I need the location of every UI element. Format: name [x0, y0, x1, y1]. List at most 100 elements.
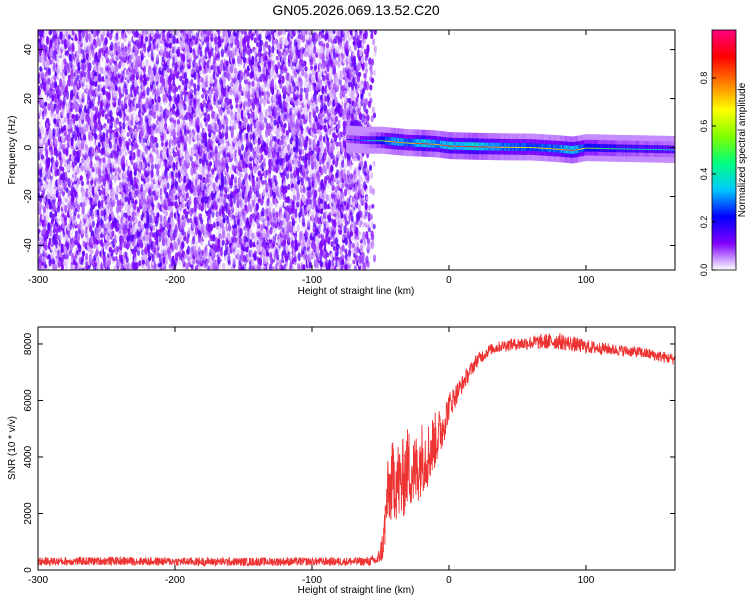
spectrogram-cell: [222, 262, 226, 270]
spectrogram-cell: [95, 244, 99, 250]
spectrogram-cell: [185, 192, 190, 199]
spectrogram-cell: [61, 133, 65, 143]
spectrogram-cell: [242, 215, 246, 222]
spectrogram-cell: [95, 247, 99, 257]
spectrogram-cell: [40, 238, 45, 244]
spectrogram-cell: [203, 73, 207, 79]
spectrogram-cell: [127, 36, 132, 42]
spectrogram-cell: [264, 40, 269, 48]
spectrogram-cell: [135, 114, 139, 123]
spectrogram-cell: [75, 185, 80, 193]
spectrogram-cell: [71, 43, 75, 53]
spectrogram-cell: [76, 196, 81, 205]
spectrogram-cell: [231, 214, 235, 220]
spectrogram-cell: [157, 95, 161, 103]
spectrogram-cell: [42, 206, 47, 214]
spectrogram-cell: [108, 258, 112, 266]
spectrogram-cell: [90, 117, 94, 127]
spectrogram-cell: [38, 201, 42, 211]
spectrogram-cell: [142, 122, 146, 130]
spectrogram-cell: [151, 75, 155, 82]
spectrogram-cell: [41, 126, 45, 136]
spectrogram-cell: [121, 154, 126, 165]
spectrogram-cell: [154, 136, 158, 143]
spectrogram-cell: [185, 78, 189, 85]
spectrogram-cell: [80, 49, 84, 54]
spectrogram-cell: [102, 131, 106, 142]
spectrogram-cell: [148, 65, 152, 71]
spectrogram-cell: [105, 214, 109, 221]
spectrogram-cell: [205, 249, 209, 258]
spectrogram-cell: [52, 193, 56, 201]
spectrogram-cell: [220, 48, 225, 58]
spectrogram-cell: [261, 207, 265, 217]
spectrogram-cell: [98, 224, 102, 232]
spectrogram-cell: [85, 83, 89, 92]
spectrogram-cell: [198, 157, 203, 164]
spectrogram-cell: [229, 104, 234, 110]
spectrogram-cell: [244, 30, 248, 32]
spectrogram-cell: [254, 108, 258, 116]
spectrogram-cell: [57, 192, 62, 200]
spectrogram-cell: [100, 47, 104, 53]
spectrogram-cell: [145, 58, 149, 67]
spectrogram-cell: [86, 123, 91, 133]
spectrogram-cell: [72, 247, 76, 253]
spectrogram-cell: [214, 201, 218, 211]
spectrogram-cell: [95, 194, 99, 201]
spectrogram-cell: [185, 174, 189, 180]
spectrogram-cell: [193, 83, 197, 89]
figure-title: GN05.2026.069.13.52.C20: [272, 2, 440, 18]
spectrogram-cell: [165, 51, 170, 59]
spectrogram-cell: [80, 180, 85, 187]
spectrogram-cell: [179, 146, 183, 154]
spectrogram-cell: [71, 195, 75, 203]
spectrogram-cell: [166, 67, 170, 74]
spectrogram-cell: [54, 80, 58, 89]
spectrogram-cell: [152, 83, 157, 90]
spectrogram-cell: [185, 135, 189, 143]
spectrogram-cell: [206, 113, 211, 122]
spectrogram-cell: [81, 255, 85, 263]
spectrogram-cell: [44, 44, 48, 54]
spectrogram-cell: [90, 33, 94, 44]
spectrogram-cell: [201, 213, 206, 221]
spectrogram-cell: [110, 116, 115, 123]
spectrogram-cell: [84, 143, 88, 151]
spectrogram-cell: [238, 30, 242, 40]
spectrogram-cell: [45, 214, 49, 222]
spectrogram-cell: [203, 183, 207, 190]
spectrogram-cell: [138, 260, 142, 267]
spectrogram-cell: [262, 188, 266, 197]
spectrogram-cell: [222, 77, 227, 84]
spectrogram-cell: [124, 103, 128, 110]
spectrogram-cell: [201, 93, 205, 99]
spectrogram-cell: [242, 56, 246, 64]
spectrogram-cell: [58, 169, 62, 176]
spectrogram-cell: [38, 162, 43, 169]
spectrogram-cell: [91, 89, 95, 97]
spectrogram-cell: [82, 61, 87, 71]
spectrogram-cell: [271, 265, 275, 270]
spectrogram-cell: [44, 101, 48, 107]
spectrogram-cell: [271, 141, 275, 148]
spectrogram-cell: [56, 210, 61, 221]
spectrogram-cell: [102, 84, 106, 90]
spectrogram-cell: [182, 220, 186, 228]
spectrogram-cell: [225, 162, 229, 170]
spectrogram-cell: [102, 157, 106, 164]
spectrogram-cell: [122, 218, 126, 224]
spectrogram-cell: [96, 255, 100, 265]
spectrogram-cell: [151, 98, 155, 105]
spectrogram-cell: [79, 175, 83, 182]
spectrogram-cell: [239, 172, 243, 178]
spectrogram-cell: [168, 94, 172, 102]
spectrogram-cell: [157, 252, 161, 258]
spectrogram-cell: [218, 144, 223, 151]
spectrogram-cell: [172, 162, 176, 171]
spectrogram-cell: [74, 43, 78, 50]
spectrogram-cell: [49, 47, 53, 57]
spectrogram-cell: [88, 62, 92, 72]
spectrogram-cell: [92, 30, 97, 36]
spectrogram-cell: [87, 115, 91, 123]
